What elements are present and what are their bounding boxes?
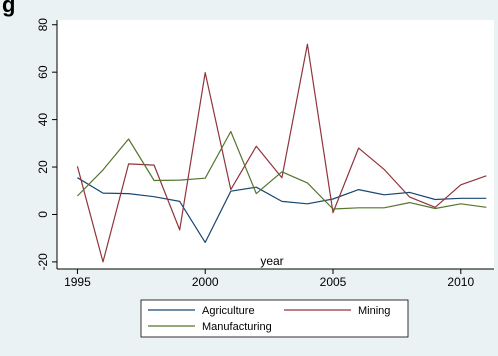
- y-tick-label: 20: [36, 160, 50, 174]
- chart-title: g: [2, 0, 16, 17]
- series-line-manufacturing: [76, 130, 487, 210]
- legend-label-mining: Mining: [358, 305, 390, 317]
- series-line-mining: [76, 43, 487, 263]
- x-tick-label: 2000: [192, 275, 219, 289]
- y-tick-label: 40: [36, 113, 50, 127]
- legend-label-agriculture: Agriculture: [202, 305, 255, 317]
- y-tick-label: 60: [36, 65, 50, 79]
- x-axis-label: year: [260, 254, 283, 268]
- x-tick-label: 2005: [320, 275, 347, 289]
- axes: -20 0 20 40 60 80 1995 2000 2005 2010: [36, 18, 494, 289]
- legend-box: [140, 299, 409, 338]
- x-tick-label: 2010: [447, 275, 474, 289]
- series-line-agriculture: [77, 177, 487, 243]
- y-tick-label: -20: [36, 253, 50, 271]
- x-tick-label: 1995: [64, 275, 91, 289]
- y-tick-label: 0: [36, 211, 50, 218]
- plot-area: [57, 20, 494, 269]
- legend-label-manufacturing: Manufacturing: [202, 321, 272, 333]
- y-tick-label: 80: [36, 18, 50, 32]
- series-layer: [76, 43, 487, 263]
- legend: Agriculture Mining Manufacturing: [140, 299, 409, 338]
